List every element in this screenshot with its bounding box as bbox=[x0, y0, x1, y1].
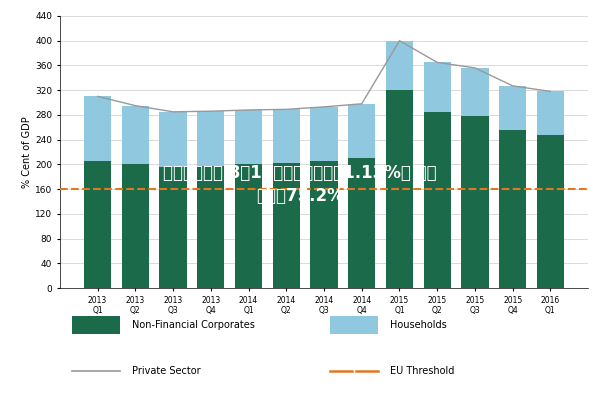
Text: Private Sector: Private Sector bbox=[132, 366, 200, 376]
Bar bbox=[424, 62, 451, 112]
FancyBboxPatch shape bbox=[330, 316, 378, 334]
Bar bbox=[310, 161, 338, 288]
Bar bbox=[348, 104, 376, 158]
Bar bbox=[122, 164, 149, 288]
Bar bbox=[537, 135, 564, 288]
Bar bbox=[386, 41, 413, 90]
Bar bbox=[160, 112, 187, 168]
Bar bbox=[499, 86, 526, 130]
Bar bbox=[235, 110, 262, 164]
Bar bbox=[499, 130, 526, 288]
Text: Non-Financial Corporates: Non-Financial Corporates bbox=[132, 320, 255, 330]
Text: Households: Households bbox=[390, 320, 447, 330]
Bar bbox=[272, 109, 300, 163]
Bar bbox=[84, 96, 111, 161]
Bar bbox=[461, 68, 488, 116]
Text: 溢价甇75.2%: 溢价甇75.2% bbox=[256, 187, 344, 205]
Bar bbox=[197, 166, 224, 288]
Bar bbox=[197, 111, 224, 166]
FancyBboxPatch shape bbox=[72, 316, 120, 334]
Text: 微信股票配资 8月15日赛特转唇下跌1.13%， 转股: 微信股票配资 8月15日赛特转唇下跌1.13%， 转股 bbox=[163, 164, 437, 182]
Y-axis label: % Cent of GDP: % Cent of GDP bbox=[22, 116, 32, 188]
Bar bbox=[84, 161, 111, 288]
Bar bbox=[424, 112, 451, 288]
Bar bbox=[235, 164, 262, 288]
Bar bbox=[272, 163, 300, 288]
Bar bbox=[348, 158, 376, 288]
Bar bbox=[160, 168, 187, 288]
Bar bbox=[461, 116, 488, 288]
Bar bbox=[386, 90, 413, 288]
Bar bbox=[537, 92, 564, 135]
Text: EU Threshold: EU Threshold bbox=[390, 366, 454, 376]
Bar bbox=[122, 106, 149, 164]
Bar bbox=[310, 107, 338, 161]
